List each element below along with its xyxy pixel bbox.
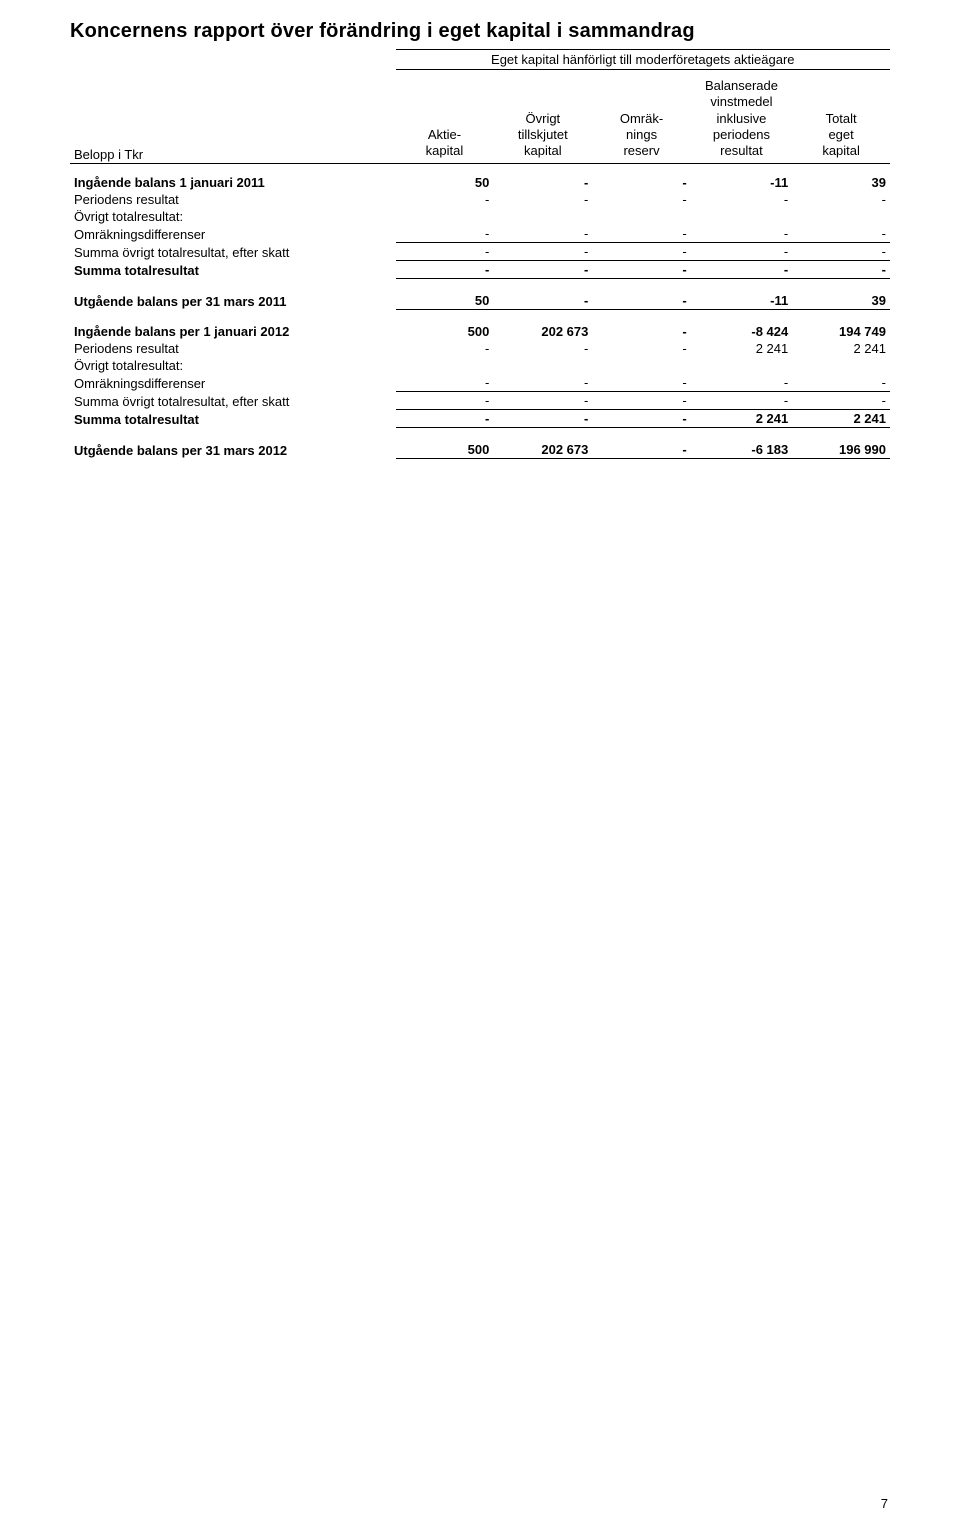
col-header-3: Omräk-ningsreserv: [592, 76, 690, 164]
table-row: Utgående balans per 31 mars 2012 500 202…: [70, 428, 890, 459]
col-header-5: Totaltegetkapital: [792, 76, 890, 164]
col-header-1: Aktie-kapital: [396, 76, 494, 164]
column-header-row: Belopp i Tkr Aktie-kapital Övrigttillskj…: [70, 76, 890, 164]
table-row: Summa övrigt totalresultat, efter skatt …: [70, 243, 890, 261]
table-row: Omräkningsdifferenser - - - - -: [70, 374, 890, 392]
table-row: Övrigt totalresultat:: [70, 208, 890, 225]
superheader: Eget kapital hänförligt till moderföreta…: [396, 50, 890, 70]
table-row: Summa övrigt totalresultat, efter skatt …: [70, 392, 890, 410]
table-row: Summa totalresultat - - - - -: [70, 261, 890, 279]
page-title: Koncernens rapport över förändring i ege…: [70, 20, 890, 43]
page-number: 7: [881, 1496, 888, 1511]
table-row: Omräkningsdifferenser - - - - -: [70, 225, 890, 243]
superheader-row: Eget kapital hänförligt till moderföreta…: [70, 50, 890, 70]
page: Koncernens rapport över förändring i ege…: [0, 0, 960, 1539]
col-header-label: Belopp i Tkr: [70, 76, 396, 164]
table-row: Periodens resultat - - - - -: [70, 191, 890, 208]
equity-table: Eget kapital hänförligt till moderföreta…: [70, 49, 890, 459]
table-row: Summa totalresultat - - - 2 241 2 241: [70, 410, 890, 428]
col-header-2: Övrigttillskjutetkapital: [493, 76, 592, 164]
table-row: Ingående balans per 1 januari 2012 500 2…: [70, 310, 890, 341]
col-header-4: Balanseradevinstmedelinklusiveperiodensr…: [691, 76, 793, 164]
table-row: Övrigt totalresultat:: [70, 357, 890, 374]
table-row: Periodens resultat - - - 2 241 2 241: [70, 340, 890, 357]
table-row: Ingående balans 1 januari 2011 50 - - -1…: [70, 174, 890, 191]
table-row: Utgående balans per 31 mars 2011 50 - - …: [70, 279, 890, 310]
